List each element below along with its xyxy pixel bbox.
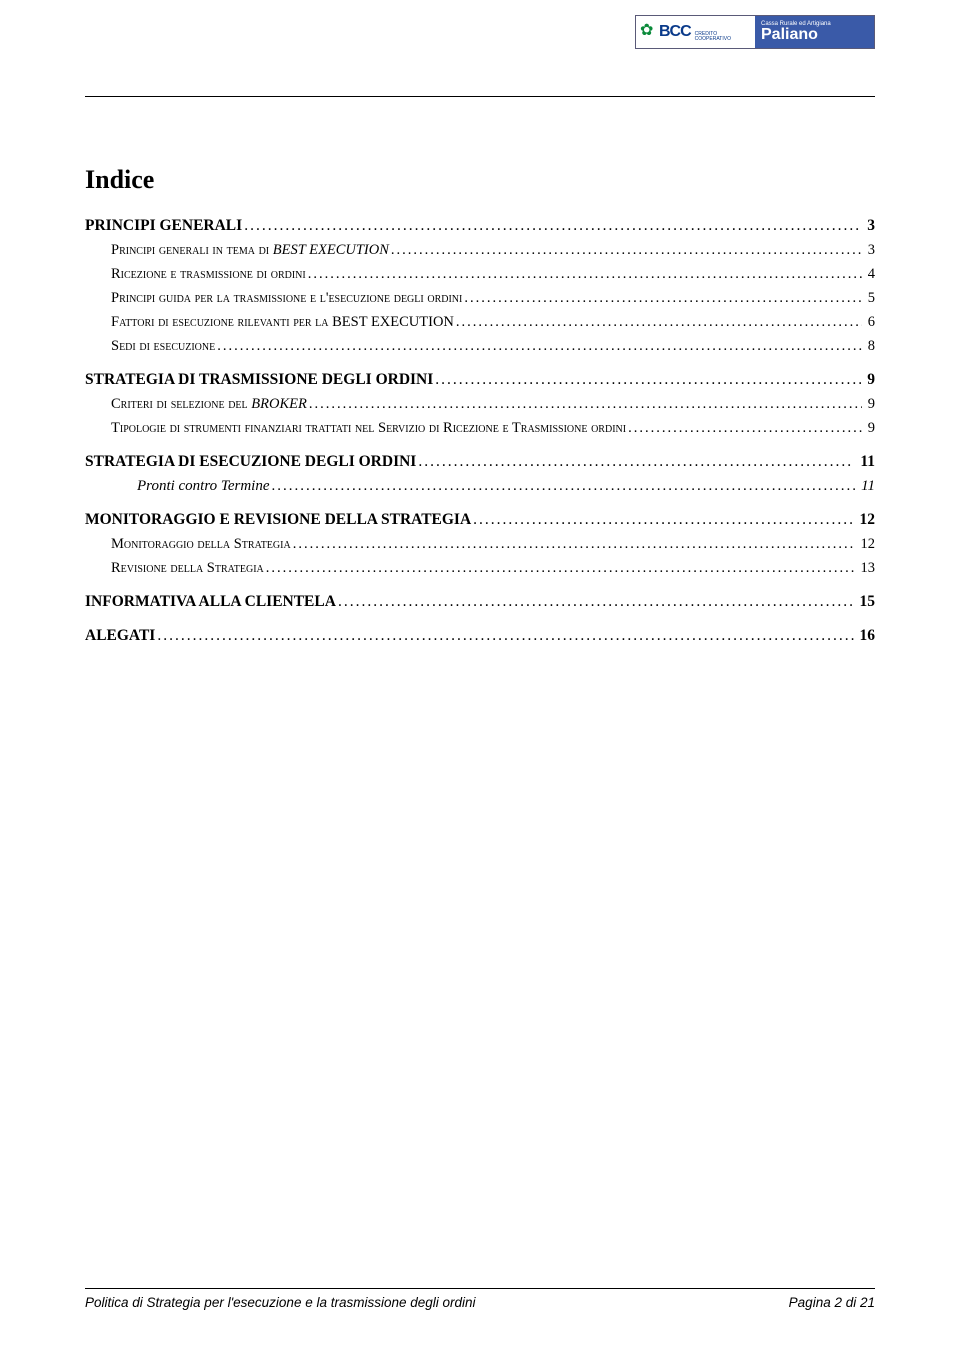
toc-row: Criteri di selezione del BROKER 9 — [111, 396, 875, 413]
logo-flower-icon — [640, 24, 655, 40]
toc-row: MONITORAGGIO E REVISIONE DELLA STRATEGIA… — [85, 511, 875, 529]
footer-right: Pagina 2 di 21 — [789, 1295, 875, 1310]
toc-leader-dots — [418, 453, 854, 471]
toc-label: STRATEGIA DI TRASMISSIONE DEGLI ORDINI — [85, 371, 433, 389]
toc-label: Monitoraggio della Strategia — [111, 536, 291, 553]
toc-row: STRATEGIA DI TRASMISSIONE DEGLI ORDINI 9 — [85, 371, 875, 389]
toc-page-number: 11 — [857, 478, 875, 495]
toc-leader-dots — [217, 338, 862, 355]
toc-page-number: 3 — [864, 242, 875, 259]
toc-row: Pronti contro Termine 11 — [137, 478, 875, 495]
toc-row: STRATEGIA DI ESECUZIONE DEGLI ORDINI 11 — [85, 453, 875, 471]
toc-leader-dots — [464, 290, 861, 307]
toc-leader-dots — [473, 511, 853, 529]
toc-label: Fattori di esecuzione rilevanti per la B… — [111, 314, 454, 331]
toc-row: Tipologie di strumenti finanziari tratta… — [111, 420, 875, 437]
toc-label: Ricezione e trasmissione di ordini — [111, 266, 306, 283]
toc-page-number: 12 — [856, 511, 876, 529]
toc-row: Monitoraggio della Strategia 12 — [111, 536, 875, 553]
logo-left: BCC CREDITO COOPERATIVO — [636, 16, 755, 48]
toc-page-number: 16 — [856, 627, 876, 645]
toc-leader-dots — [272, 478, 856, 495]
toc-page-number: 9 — [864, 420, 875, 437]
toc-label: Pronti contro Termine — [137, 478, 270, 495]
toc-row: Revisione della Strategia 13 — [111, 560, 875, 577]
toc-row: Principi guida per la trasmissione e l'e… — [111, 290, 875, 307]
toc-label: Tipologie di strumenti finanziari tratta… — [111, 420, 626, 437]
toc-leader-dots — [244, 217, 861, 235]
toc-label: Sedi di esecuzione — [111, 338, 215, 355]
toc-page-number: 13 — [857, 560, 876, 577]
page: BCC CREDITO COOPERATIVO Cassa Rurale ed … — [0, 0, 960, 1352]
toc-page-number: 5 — [864, 290, 875, 307]
toc-leader-dots — [293, 536, 855, 553]
toc-page-number: 12 — [857, 536, 876, 553]
footer-row: Politica di Strategia per l'esecuzione e… — [85, 1295, 875, 1310]
toc-row: Fattori di esecuzione rilevanti per la B… — [111, 314, 875, 331]
toc-label: PRINCIPI GENERALI — [85, 217, 242, 235]
toc-page-number: 9 — [863, 371, 875, 389]
toc-page-number: 15 — [856, 593, 876, 611]
header-rule — [85, 96, 875, 97]
header-logo: BCC CREDITO COOPERATIVO Cassa Rurale ed … — [635, 15, 875, 49]
toc-page-number: 4 — [864, 266, 875, 283]
toc-page-number: 9 — [864, 396, 875, 413]
toc-page-number: 11 — [856, 453, 875, 471]
toc-leader-dots — [308, 266, 862, 283]
toc-label: Principi guida per la trasmissione e l'e… — [111, 290, 462, 307]
logo-right-main: Paliano — [761, 27, 868, 43]
toc-page-number: 6 — [864, 314, 875, 331]
footer-rule — [85, 1288, 875, 1289]
toc-leader-dots — [435, 371, 861, 389]
toc-leader-dots — [456, 314, 862, 331]
logo-credit-text: CREDITO COOPERATIVO — [695, 32, 751, 42]
toc-label: STRATEGIA DI ESECUZIONE DEGLI ORDINI — [85, 453, 416, 471]
toc-page-number: 8 — [864, 338, 875, 355]
toc-leader-dots — [157, 627, 853, 645]
toc-row: ALEGATI 16 — [85, 627, 875, 645]
toc-label: ALEGATI — [85, 627, 155, 645]
toc-leader-dots — [266, 560, 855, 577]
content: Indice PRINCIPI GENERALI 3 Principi gener… — [85, 165, 875, 645]
toc-row: Principi generali in tema di BEST EXECUT… — [111, 242, 875, 259]
toc-row: Ricezione e trasmissione di ordini 4 — [111, 266, 875, 283]
footer: Politica di Strategia per l'esecuzione e… — [85, 1288, 875, 1310]
logo-bcc-text: BCC — [659, 23, 691, 41]
toc-row: PRINCIPI GENERALI 3 — [85, 217, 875, 235]
toc-leader-dots — [391, 242, 862, 259]
toc-leader-dots — [338, 593, 854, 611]
table-of-contents: PRINCIPI GENERALI 3 Principi generali in … — [85, 217, 875, 645]
toc-row: INFORMATIVA ALLA CLIENTELA 15 — [85, 593, 875, 611]
toc-label: INFORMATIVA ALLA CLIENTELA — [85, 593, 336, 611]
toc-row: Sedi di esecuzione 8 — [111, 338, 875, 355]
toc-page-number: 3 — [863, 217, 875, 235]
page-title: Indice — [85, 165, 875, 195]
toc-leader-dots — [628, 420, 862, 437]
toc-label: MONITORAGGIO E REVISIONE DELLA STRATEGIA — [85, 511, 471, 529]
toc-label: Revisione della Strategia — [111, 560, 264, 577]
logo-right: Cassa Rurale ed Artigiana Paliano — [755, 16, 874, 48]
toc-label: Principi generali in tema di BEST EXECUT… — [111, 242, 389, 259]
footer-left: Politica di Strategia per l'esecuzione e… — [85, 1295, 476, 1310]
toc-leader-dots — [309, 396, 862, 413]
toc-label: Criteri di selezione del BROKER — [111, 396, 307, 413]
